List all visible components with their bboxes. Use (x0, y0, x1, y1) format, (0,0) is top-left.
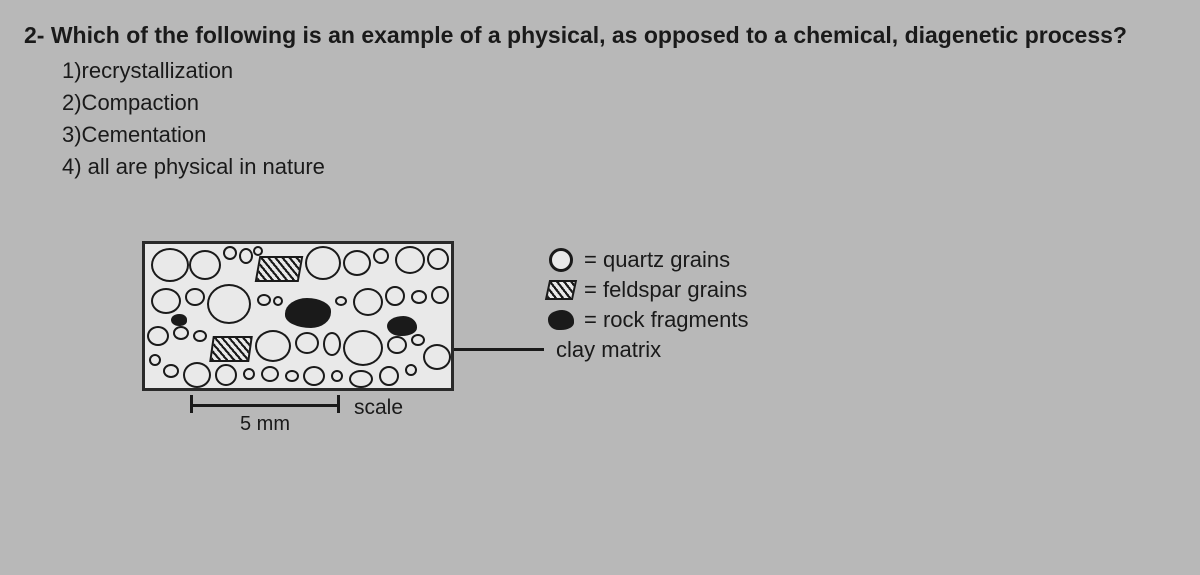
quartz-grain (185, 288, 205, 306)
quartz-grain (223, 246, 237, 260)
quartz-grain (385, 286, 405, 306)
quartz-grain (149, 354, 161, 366)
quartz-symbol-icon (544, 247, 578, 273)
quartz-grain (335, 296, 347, 306)
quartz-grain (183, 362, 211, 388)
scale-word: scale (354, 396, 403, 420)
quartz-grain (343, 250, 371, 276)
scale-bar-wrap: 5 mm scale (190, 401, 454, 425)
quartz-grain (323, 332, 341, 356)
quartz-grain (285, 370, 299, 382)
quartz-grain (423, 344, 451, 370)
rock-fragment (387, 316, 417, 336)
quartz-grain (411, 334, 425, 346)
quartz-grain (395, 246, 425, 274)
option-2: 2)Compaction (62, 87, 1176, 119)
quartz-grain (207, 284, 251, 324)
legend-row-clay: clay matrix (544, 337, 748, 363)
scale-bar: 5 mm (190, 401, 340, 425)
option-4: 4) all are physical in nature (62, 151, 1176, 183)
scale-bar-label: 5 mm (190, 413, 340, 436)
question-stem: 2- Which of the following is an example … (24, 20, 1176, 51)
legend-text-clay: clay matrix (556, 337, 661, 363)
option-3: 3)Cementation (62, 119, 1176, 151)
rock-symbol-icon (544, 307, 578, 333)
quartz-grain (255, 330, 291, 362)
quartz-grain (373, 248, 389, 264)
quartz-grain (173, 326, 189, 340)
quartz-grain (253, 246, 263, 256)
quartz-grain (239, 248, 253, 264)
quartz-grain (147, 326, 169, 346)
quartz-grain (405, 364, 417, 376)
figure-left-column: 5 mm scale (142, 241, 454, 425)
legend-row-feldspar: = feldspar grains (544, 277, 748, 303)
quartz-grain (331, 370, 343, 382)
quartz-grain (379, 366, 399, 386)
quartz-grain (257, 294, 271, 306)
quartz-grain (151, 248, 189, 282)
rock-fragment (285, 298, 331, 328)
quartz-grain (349, 370, 373, 388)
quartz-grain (163, 364, 179, 378)
options-list: 1)recrystallization 2)Compaction 3)Cemen… (62, 55, 1176, 183)
thin-section-diagram (142, 241, 454, 391)
figure-area: 5 mm scale = quartz grains = feldspar gr… (24, 241, 1176, 425)
quartz-grain (427, 248, 449, 270)
quartz-grain (295, 332, 319, 354)
legend-row-rock: = rock fragments (544, 307, 748, 333)
quartz-grain (411, 290, 427, 304)
quartz-grain (261, 366, 279, 382)
option-1: 1)recrystallization (62, 55, 1176, 87)
quartz-grain (353, 288, 383, 316)
quartz-grain (151, 288, 181, 314)
quartz-grain (387, 336, 407, 354)
quartz-grain (343, 330, 383, 366)
feldspar-grain (209, 336, 253, 362)
legend-text-feldspar: = feldspar grains (584, 277, 747, 303)
legend-row-quartz: = quartz grains (544, 247, 748, 273)
quartz-grain (303, 366, 325, 386)
quartz-grain (189, 250, 221, 280)
feldspar-grain (255, 256, 304, 282)
legend: = quartz grains = feldspar grains = rock… (544, 247, 748, 363)
quartz-grain (305, 246, 341, 280)
page-root: 2- Which of the following is an example … (0, 0, 1200, 445)
quartz-grain (243, 368, 255, 380)
legend-text-rock: = rock fragments (584, 307, 748, 333)
legend-text-quartz: = quartz grains (584, 247, 730, 273)
feldspar-symbol-icon (544, 277, 578, 303)
quartz-grain (193, 330, 207, 342)
quartz-grain (215, 364, 237, 386)
quartz-grain (431, 286, 449, 304)
quartz-grain (273, 296, 283, 306)
rock-fragment (171, 314, 187, 326)
